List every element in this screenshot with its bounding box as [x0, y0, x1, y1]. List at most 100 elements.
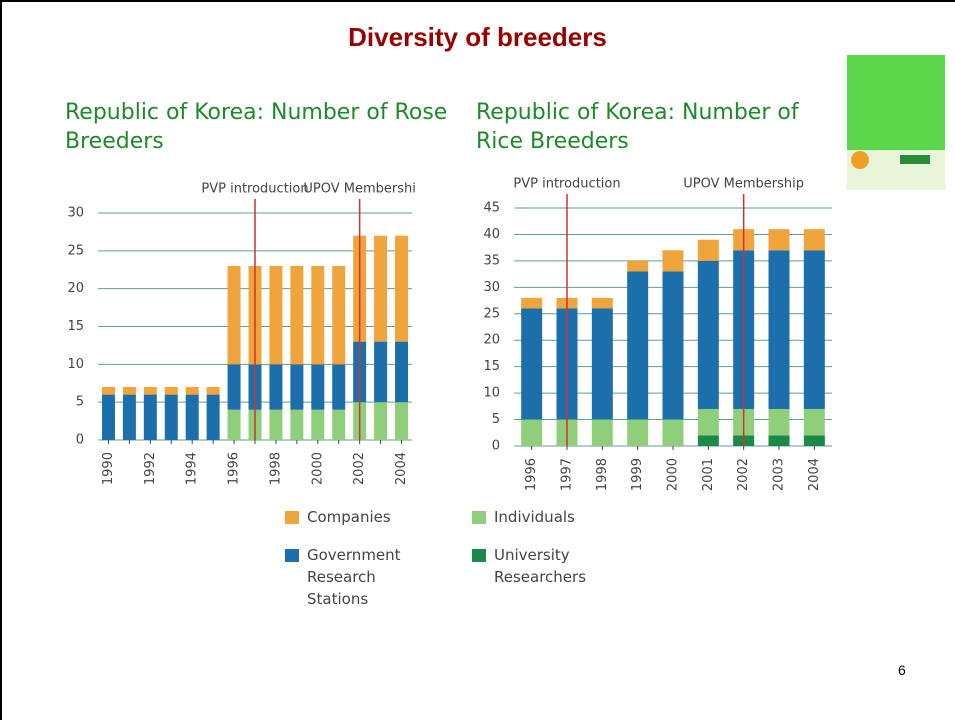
x-tick-label: 2004 [807, 458, 822, 491]
x-tick-label: 1996 [524, 458, 539, 491]
bar-segment [164, 394, 178, 440]
x-tick-label: 1990 [101, 452, 116, 485]
bar-segment [374, 402, 388, 440]
bar-segment [521, 297, 543, 309]
cover-logo [900, 155, 930, 164]
bar-segment [697, 408, 719, 436]
bar-segment [206, 394, 220, 440]
bar-segment [311, 265, 325, 365]
y-tick-label: 25 [67, 243, 84, 258]
bar-segment [143, 387, 157, 395]
legend-label: Individuals [494, 508, 575, 526]
bar-segment [591, 419, 613, 446]
legend-label: University Researchers [494, 546, 587, 586]
bar-segment [374, 235, 388, 342]
y-tick-label: 45 [483, 201, 500, 216]
y-tick-label: 0 [76, 433, 84, 448]
bar-segment [395, 402, 409, 440]
bar-segment [627, 260, 649, 272]
bar-segment [768, 250, 790, 409]
y-tick-label: 15 [483, 359, 500, 374]
bar-segment [227, 409, 241, 440]
bar-segment [269, 265, 283, 365]
bar-segment [803, 250, 825, 409]
bar-segment [768, 229, 790, 251]
bar-segment [803, 408, 825, 436]
x-tick-label: 2001 [701, 458, 716, 491]
legend-swatch [472, 549, 486, 562]
legend-label: Companies [307, 508, 391, 526]
bar-segment [395, 235, 409, 342]
annotation-label: UPOV Membership [683, 177, 804, 192]
bar-segment [227, 265, 241, 365]
y-tick-label: 35 [483, 253, 500, 268]
annotation-label: PVP introduction [513, 177, 620, 192]
bar-segment [768, 408, 790, 436]
bar-segment [332, 265, 346, 365]
bar-segment [206, 387, 220, 395]
bar-segment [627, 271, 649, 420]
x-tick-label: 1992 [143, 452, 158, 485]
y-tick-label: 10 [483, 386, 500, 401]
bar-segment [374, 341, 388, 403]
bar-segment [662, 250, 684, 272]
y-tick-label: 20 [67, 281, 84, 296]
bar-segment [803, 229, 825, 251]
bar-segment [697, 435, 719, 446]
x-tick-label: 2000 [666, 458, 681, 491]
annotation-label: PVP introduction [201, 182, 308, 197]
bar-segment [311, 364, 325, 410]
y-tick-label: 30 [483, 280, 500, 295]
y-tick-label: 0 [492, 439, 500, 454]
bar-segment [768, 435, 790, 446]
x-tick-label: 1998 [268, 452, 283, 485]
y-tick-label: 20 [483, 333, 500, 348]
bar-segment [332, 364, 346, 410]
bar-segment [627, 419, 649, 446]
x-tick-label: 2004 [394, 452, 409, 485]
chart-title: Republic of Korea: Number of Rice Breede… [476, 100, 799, 154]
chart-title: Republic of Korea: Number of Rose Breede… [65, 100, 448, 154]
bar-segment [591, 308, 613, 420]
y-tick-label: 5 [76, 395, 84, 410]
legend-swatch [472, 511, 486, 524]
legend-swatch [285, 549, 299, 562]
bar-segment [311, 409, 325, 440]
bar-segment [290, 409, 304, 440]
bar-segment [164, 387, 178, 395]
slide-title: Diversity of breeders [348, 22, 607, 52]
bar-segment [101, 387, 115, 395]
x-tick-label: 2002 [352, 452, 367, 485]
bar-segment [290, 364, 304, 410]
bar-segment [143, 394, 157, 440]
legend-swatch [285, 511, 299, 524]
y-tick-label: 30 [67, 206, 84, 221]
bar-segment [122, 387, 136, 395]
bar-segment [332, 409, 346, 440]
bar-segment [521, 419, 543, 446]
bar-segment [662, 271, 684, 420]
bar-segment [269, 364, 283, 410]
cover-flower [851, 151, 869, 169]
y-tick-label: 15 [67, 319, 84, 334]
x-tick-label: 2000 [310, 452, 325, 485]
bar-segment [101, 394, 115, 440]
bar-segment [227, 364, 241, 410]
report-cover [847, 55, 945, 190]
x-tick-label: 1997 [560, 458, 575, 491]
bar-segment [395, 341, 409, 403]
bar-segment [697, 239, 719, 261]
x-tick-label: 1998 [595, 458, 610, 491]
page-number: 6 [898, 662, 906, 678]
x-tick-label: 2002 [736, 458, 751, 491]
bar-segment [269, 409, 283, 440]
y-tick-label: 25 [483, 306, 500, 321]
bar-segment [521, 308, 543, 420]
y-tick-label: 10 [67, 357, 84, 372]
bar-segment [803, 435, 825, 446]
y-tick-label: 5 [492, 412, 500, 427]
bar-segment [662, 419, 684, 446]
annotation-label: UPOV Membershi [303, 182, 415, 197]
